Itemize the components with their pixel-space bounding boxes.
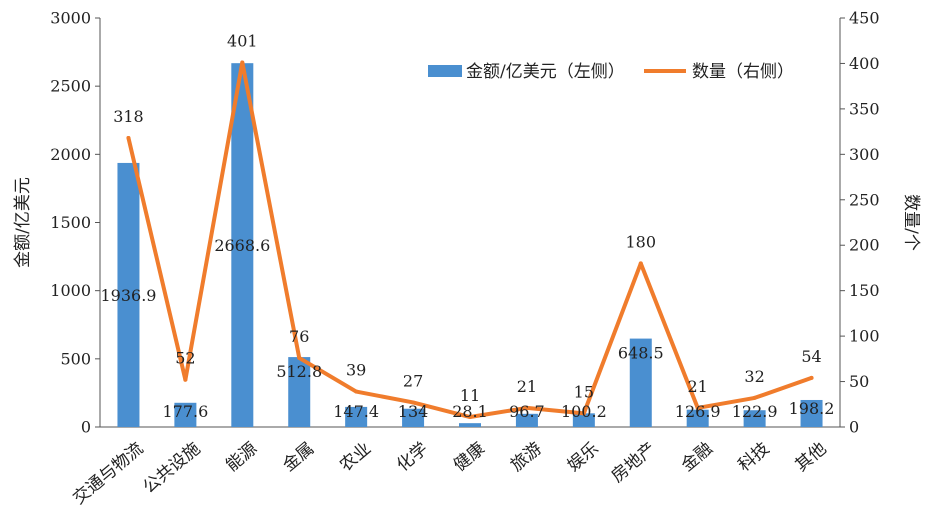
bar [231, 63, 254, 427]
right-tick-label: 0 [849, 418, 859, 437]
line-data-label: 54 [801, 347, 821, 366]
bar-data-label: 126.9 [675, 402, 721, 421]
line-data-label: 32 [744, 367, 764, 386]
line-point [411, 400, 416, 405]
line-point [240, 60, 245, 65]
line-point [524, 405, 529, 410]
bar-data-label: 122.9 [732, 402, 778, 421]
left-tick-label: 500 [60, 349, 91, 368]
right-tick-label: 300 [849, 145, 880, 164]
bar [800, 399, 823, 427]
bar-data-label: 1936.9 [100, 286, 156, 305]
left-tick-label: 2000 [50, 145, 91, 164]
left-tick-label: 0 [81, 418, 91, 437]
line-data-label: 318 [113, 107, 144, 126]
category-label: 化学 [393, 439, 432, 476]
right-tick-label: 150 [849, 281, 880, 300]
category-label: 旅游 [507, 439, 546, 476]
line-data-label: 27 [403, 371, 423, 390]
category-label: 金属 [279, 439, 318, 476]
line-point [638, 261, 643, 266]
left-tick-label: 1000 [50, 281, 91, 300]
category-label: 其他 [792, 439, 831, 476]
bar-data-label: 177.6 [162, 402, 208, 421]
line-point [354, 389, 359, 394]
left-tick-label: 3000 [50, 9, 91, 28]
line-data-label: 39 [346, 361, 366, 380]
category-label: 房地产 [608, 439, 660, 487]
category-label: 娱乐 [564, 439, 603, 476]
right-tick-label: 100 [849, 327, 880, 346]
line-data-label: 401 [227, 32, 258, 51]
bar [402, 408, 425, 427]
bar [743, 410, 766, 427]
bar [345, 406, 368, 427]
line-data-label: 21 [517, 377, 537, 396]
bar-data-label: 512.8 [276, 362, 322, 381]
bar-data-label: 198.2 [789, 399, 835, 418]
y2-axis-title: 数量/个 [901, 194, 921, 251]
y-axis-title: 金额/亿美元 [13, 177, 33, 268]
bar-data-label: 2668.6 [214, 236, 270, 255]
line-point [183, 377, 188, 382]
right-tick-label: 450 [849, 9, 880, 28]
legend-label-bar: 金额/亿美元（左侧） [466, 62, 625, 82]
line-point [809, 375, 814, 380]
line-point [695, 405, 700, 410]
bar [288, 357, 311, 427]
category-label: 能源 [222, 439, 261, 476]
category-label: 科技 [735, 439, 774, 476]
category-label: 金融 [678, 439, 717, 476]
category-label: 公共设施 [139, 439, 204, 498]
line-data-label: 52 [175, 349, 195, 368]
bar-data-label: 28.1 [452, 402, 488, 421]
bar [572, 413, 595, 427]
bar [117, 162, 140, 427]
bar-data-label: 147.4 [333, 402, 379, 421]
line-point [468, 415, 472, 420]
line-point [297, 355, 302, 360]
bar-data-label: 100.2 [561, 402, 607, 421]
bar [686, 409, 709, 427]
line-data-label: 21 [688, 377, 708, 396]
left-tick-label: 1500 [50, 213, 91, 232]
line-point [752, 395, 757, 400]
line-point [126, 135, 131, 140]
line-data-label: 180 [625, 232, 656, 251]
right-tick-label: 200 [849, 236, 880, 255]
category-label: 交通与物流 [69, 439, 147, 509]
left-tick-label: 2500 [50, 77, 91, 96]
legend-swatch-bar [428, 65, 462, 77]
right-tick-label: 50 [849, 372, 869, 391]
bar-data-label: 648.5 [618, 344, 664, 363]
right-tick-label: 400 [849, 54, 880, 73]
category-label: 农业 [336, 439, 375, 476]
bar-data-label: 96.7 [509, 402, 545, 421]
line-data-label: 76 [289, 327, 309, 346]
right-tick-label: 250 [849, 190, 880, 209]
line-data-label: 11 [460, 386, 480, 405]
bar-data-label: 134 [398, 402, 429, 421]
bar [515, 413, 538, 427]
legend: 金额/亿美元（左侧） 数量（右侧） [428, 62, 794, 82]
legend-label-line: 数量（右侧） [692, 62, 794, 82]
bar [459, 423, 481, 427]
bar [629, 338, 652, 427]
category-label: 健康 [450, 439, 489, 476]
bar [174, 402, 197, 427]
line-data-label: 15 [574, 382, 594, 401]
line-point [581, 411, 586, 416]
right-tick-label: 350 [849, 99, 880, 118]
